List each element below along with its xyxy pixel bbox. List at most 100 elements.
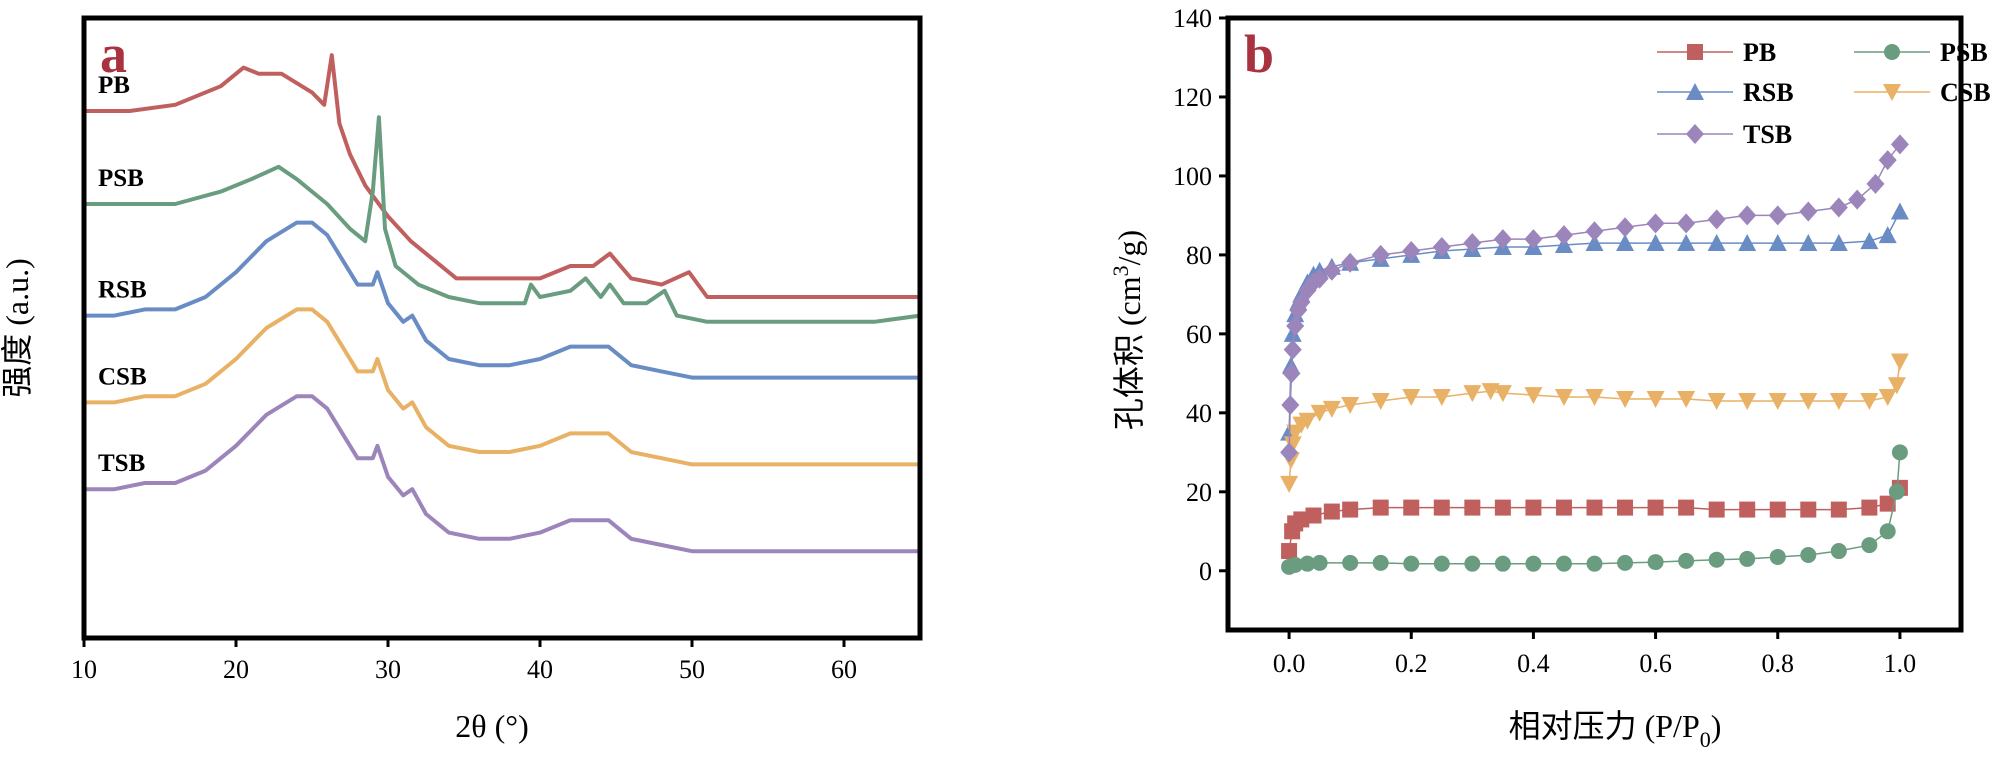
panel-b-letter: b (1244, 24, 1274, 84)
panel-b-pb-point (1647, 499, 1664, 516)
panel-b-csb-point (1887, 377, 1906, 395)
panel-b-tsb-point (1281, 394, 1300, 415)
panel-b-legend-label: CSB (1940, 78, 1991, 107)
panel-b-psb-point (1769, 548, 1786, 565)
panel-b-psb-point (1830, 543, 1847, 560)
panel-b-rsb-point (1646, 234, 1665, 252)
panel-b-x-axis-title: 相对压力 (P/P0) (1509, 708, 1722, 752)
panel-b-y-tick-label: 140 (1173, 4, 1212, 33)
panel-b-legend-item-rsb: RSB (1657, 78, 1794, 107)
panel-b-legend: PB PSB RSB CSB TSB (1657, 38, 1991, 149)
panel-b-psb-point (1739, 550, 1756, 567)
panel-b-pb-point (1708, 501, 1725, 518)
panel-a-x-ticks: 10 20 30 40 50 60 (71, 638, 857, 684)
panel-b-legend-item-pb: PB (1657, 38, 1776, 67)
panel-b-tsb-point (1322, 260, 1341, 281)
panel-b-x-tick-label: 0.6 (1639, 649, 1672, 678)
panel-b-csb-point (1585, 389, 1604, 407)
panel-b-psb-point (1708, 551, 1725, 568)
panel-b-psb-point (1879, 523, 1896, 540)
panel-b-tsb-point (1878, 150, 1897, 171)
panel-b-pb-point (1586, 499, 1603, 516)
panel-b-pb-point (1617, 499, 1634, 516)
panel-b-tsb-point (1677, 213, 1696, 234)
panel-b-rsb-point (1585, 234, 1604, 252)
panel-b-pb-point (1830, 501, 1847, 518)
panel-b-csb-point (1493, 385, 1512, 403)
panel-a-series-tsb-line (84, 394, 920, 554)
panel-b-rsb-point (1738, 234, 1757, 252)
panel-b-tsb-point (1286, 315, 1305, 336)
panel-b-y-tick-label: 0 (1199, 557, 1212, 586)
panel-b-csb-point (1463, 385, 1482, 403)
panel-b-pb-point (1281, 543, 1298, 560)
panel-b-pb-point (1433, 499, 1450, 516)
panel-b-rsb-point (1860, 232, 1879, 250)
panel-a-x-axis-title: 2θ (°) (455, 708, 528, 744)
panel-b-pb-point (1861, 499, 1878, 516)
panel-b-tsb-point (1402, 240, 1421, 261)
panel-b-tsb-point (1585, 221, 1604, 242)
panel-b-rsb-point (1890, 202, 1909, 220)
panel-b-tsb-point (1768, 205, 1787, 226)
panel-b-isotherm-chart: b 0.0 0.2 0.4 0.6 0.8 1.0 020406080100120140 … (1108, 4, 1991, 752)
panel-b-x-tick-label: 0.2 (1395, 649, 1428, 678)
panel-b-csb-point (1310, 404, 1329, 422)
panel-b-csb-point (1738, 392, 1757, 410)
panel-b-psb-point (1678, 552, 1695, 569)
panel-b-tsb-point (1848, 189, 1867, 210)
panel-b-csb-point (1322, 400, 1341, 418)
panel-b-psb-point (1617, 554, 1634, 571)
panel-a-x-tick-label: 40 (527, 655, 553, 684)
panel-b-csb-point (1799, 392, 1818, 410)
panel-b-tsb-point (1554, 225, 1573, 246)
panel-b-csb-point (1890, 353, 1909, 371)
panel-a-x-tick-label: 20 (223, 655, 249, 684)
panel-b-tsb-point (1280, 442, 1299, 463)
panel-b-pb-point (1323, 503, 1340, 520)
panel-b-csb-point (1768, 392, 1787, 410)
panel-b-csb-point (1646, 391, 1665, 409)
panel-a-series-label-psb: PSB (98, 165, 144, 192)
panel-b-psb-point (1403, 555, 1420, 572)
panel-b-csb-point (1616, 391, 1635, 409)
panel-b-tsb-point (1646, 213, 1665, 234)
panel-b-rsb-point (1677, 234, 1696, 252)
panel-b-csb-point (1283, 436, 1302, 454)
panel-b-csb-point (1280, 475, 1299, 493)
panel-b-csb-point (1878, 389, 1897, 407)
panel-b-psb-point (1525, 555, 1542, 572)
panel-a-x-tick-label: 30 (375, 655, 401, 684)
panel-b-pb-point (1800, 501, 1817, 518)
panel-b-tsb-point (1738, 205, 1757, 226)
panel-b-tsb-point (1371, 244, 1390, 265)
panel-a-series-rsb-line (84, 220, 920, 380)
panel-b-y-ticks: 0 20 40 60 80 100 120 140 (1173, 4, 1228, 586)
panel-b-tsb-point (1463, 233, 1482, 254)
panel-b-pb-point (1305, 507, 1322, 524)
panel-b-csb-point (1524, 387, 1543, 405)
panel-b-csb-point (1707, 392, 1726, 410)
panel-b-csb-point (1341, 396, 1360, 414)
panel-b-pb-point (1494, 499, 1511, 516)
panel-b-rsb-point (1829, 234, 1848, 252)
panel-a-series-pb-line (84, 53, 920, 299)
panel-b-tsb-point (1341, 252, 1360, 273)
panel-b-rsb-point (1768, 234, 1787, 252)
panel-b-psb-point (1555, 555, 1572, 572)
panel-b-legend-label: TSB (1743, 120, 1792, 149)
panel-b-y-tick-label: 60 (1186, 320, 1212, 349)
panel-b-pb-point (1464, 499, 1481, 516)
panel-b-psb-point (1299, 555, 1316, 572)
panel-b-tsb-point (1432, 237, 1451, 258)
panel-b-psb-point (1647, 554, 1664, 571)
panel-b-tsb-point (1707, 209, 1726, 230)
panel-b-y-tick-label: 100 (1173, 162, 1212, 191)
panel-b-legend-marker (1686, 124, 1704, 144)
panel-b-pb-point (1342, 501, 1359, 518)
panel-b-x-tick-label: 0.8 (1762, 649, 1795, 678)
panel-b-y-tick-label: 120 (1173, 83, 1212, 112)
panel-b-rsb-point (1707, 234, 1726, 252)
panel-b-psb-point (1311, 554, 1328, 571)
